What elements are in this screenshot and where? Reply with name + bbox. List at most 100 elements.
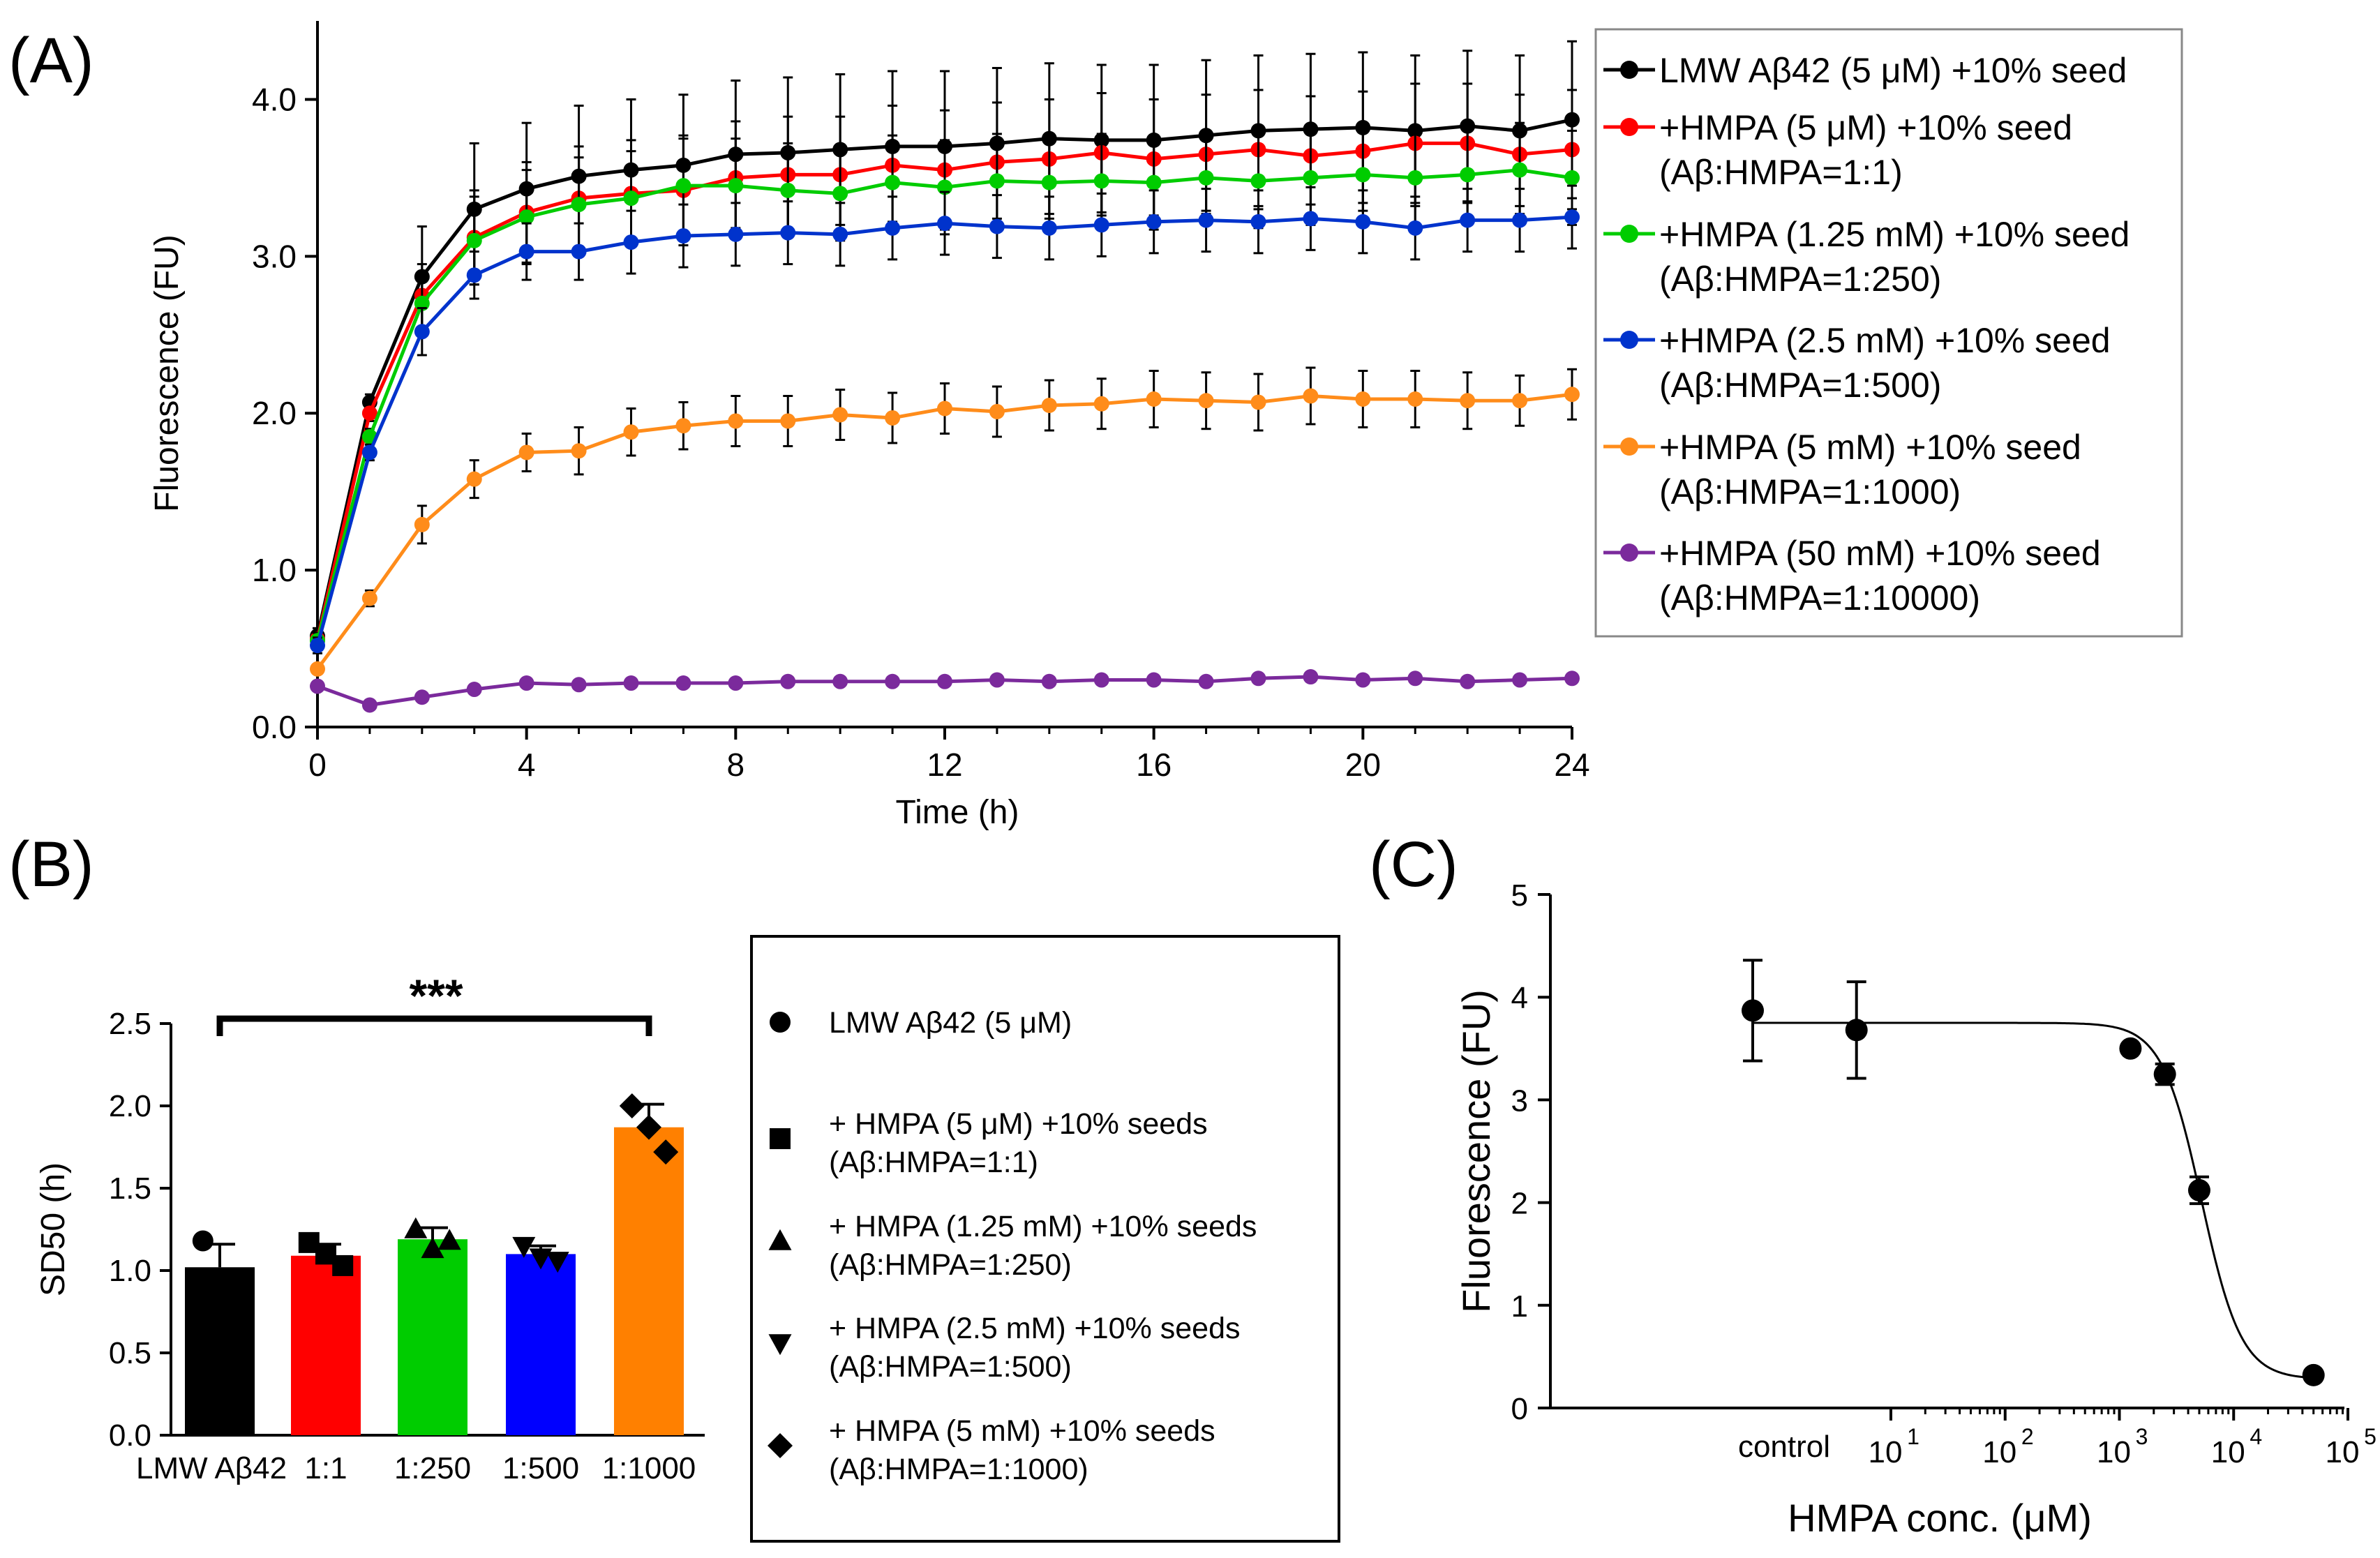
b-data-point <box>512 1236 536 1258</box>
a-data-point <box>361 697 377 713</box>
a-data-point <box>1303 388 1319 404</box>
a-data-point <box>310 638 325 654</box>
a-y-tick-label: 3.0 <box>252 238 297 274</box>
a-y-tick-label: 1.0 <box>252 552 297 588</box>
a-data-point <box>1564 387 1580 403</box>
b-data-point <box>653 1139 679 1165</box>
a-legend-label: +HMPA (5 μM) +10% seed <box>1659 108 2072 147</box>
a-data-point <box>832 226 848 242</box>
a-x-tick-label: 24 <box>1554 747 1589 783</box>
b-bar <box>614 1127 684 1435</box>
a-data-point <box>937 673 952 689</box>
a-data-point <box>361 590 377 606</box>
c-y-tick-label: 1 <box>1511 1289 1528 1324</box>
a-x-tick-label: 20 <box>1345 747 1381 783</box>
a-data-point <box>571 677 587 693</box>
b-data-point <box>619 1093 645 1118</box>
c-data-point <box>1845 1019 1868 1042</box>
a-data-point <box>989 672 1005 688</box>
a-legend-entry: +HMPA (50 mM) +10% seed (Aβ:HMPA=1:10000) <box>1603 534 2101 617</box>
c-x-tick-exp: 3 <box>2136 1424 2148 1449</box>
a-legend-label: +HMPA (5 mM) +10% seed <box>1659 428 2081 467</box>
a-data-point <box>1355 672 1371 688</box>
a-legend-label-2: (Aβ:HMPA=1:1) <box>1659 153 1903 192</box>
a-legend-label: +HMPA (2.5 mM) +10% seed <box>1659 321 2111 360</box>
a-data-point <box>466 267 482 283</box>
c-x-tick-base: 10 <box>2211 1435 2245 1469</box>
b-data-point <box>437 1229 461 1250</box>
a-data-point <box>1041 174 1057 190</box>
a-data-point <box>571 443 587 459</box>
a-series-5 <box>310 669 1580 713</box>
c-x-tick-label-group: 10 2 <box>1982 1424 2033 1469</box>
a-data-point <box>728 413 744 429</box>
c-point-group <box>1845 980 1868 1080</box>
c-x-axis-label: HMPA conc. (μM) <box>1788 1496 2092 1540</box>
a-legend-label-2: (Aβ:HMPA=1:1000) <box>1659 472 1961 511</box>
b-legend: LMW Aβ42 (5 μM) + HMPA (5 μM) +10% seeds (… <box>768 1006 1257 1486</box>
a-data-point <box>1146 174 1162 190</box>
a-data-point <box>1093 672 1109 688</box>
c-point-group <box>2302 1363 2325 1386</box>
a-data-point <box>623 675 639 691</box>
a-data-point <box>989 218 1005 234</box>
a-data-point <box>518 209 534 225</box>
a-data-point <box>414 689 430 705</box>
b-y-axis-label: SD50 (h) <box>35 1162 72 1296</box>
c-y-tick-label: 4 <box>1511 981 1528 1015</box>
a-data-point <box>1407 671 1423 687</box>
b-significance-stars: *** <box>409 970 463 1021</box>
a-data-point <box>885 174 901 190</box>
a-data-point <box>1407 391 1423 407</box>
a-data-point <box>728 178 744 194</box>
c-x-tick-label-group: 10 3 <box>2097 1424 2148 1469</box>
b-category-label: 1:250 <box>394 1451 471 1485</box>
a-y-tick-label: 0.0 <box>252 709 297 745</box>
a-data-point <box>1198 170 1214 186</box>
b-legend-label-2: (Aβ:HMPA=1:250) <box>829 1248 1072 1282</box>
a-x-ticks: 0 4 8 12 16 20 24 <box>308 727 1590 783</box>
c-x-tick-exp: 2 <box>2021 1424 2034 1449</box>
c-y-tick-label: 5 <box>1511 878 1528 913</box>
a-data-point <box>623 424 639 440</box>
b-data-point <box>546 1252 569 1273</box>
a-legend-label-2: (Aβ:HMPA=1:10000) <box>1659 578 1980 617</box>
a-data-point <box>1564 170 1580 186</box>
b-y-tick-label: 2.0 <box>109 1089 151 1123</box>
a-data-point <box>885 410 901 426</box>
a-data-point <box>414 324 430 340</box>
c-x-tick-base: 10 <box>1869 1435 1903 1469</box>
b-y-tick-label: 0.0 <box>109 1418 151 1453</box>
b-y-tick-label: 2.5 <box>109 1007 151 1041</box>
a-x-axis-label: Time (h) <box>896 794 1019 831</box>
a-data-point <box>414 516 430 532</box>
b-bar <box>291 1255 361 1435</box>
a-series-layer <box>310 40 1580 713</box>
a-legend-label: +HMPA (1.25 mM) +10% seed <box>1659 215 2130 254</box>
c-points <box>1742 959 2325 1386</box>
a-data-point <box>780 673 796 689</box>
b-legend-entry: + HMPA (1.25 mM) +10% seeds (Aβ:HMPA=1:25… <box>768 1210 1257 1282</box>
a-y-ticks: 0.0 1.0 2.0 3.0 4.0 <box>252 81 317 745</box>
a-data-point <box>1355 214 1371 230</box>
a-series-line <box>315 392 1573 671</box>
c-y-tick-label: 2 <box>1511 1187 1528 1221</box>
b-legend-marker <box>770 1128 791 1149</box>
b-legend-marker <box>768 1334 792 1356</box>
c-data-point <box>2187 1178 2210 1201</box>
b-data-point <box>192 1230 214 1252</box>
a-data-point <box>1564 209 1580 225</box>
panel-label-a: (A) <box>8 25 94 96</box>
a-legend-label: LMW Aβ42 (5 μM) +10% seed <box>1659 51 2127 90</box>
a-legend-marker <box>1620 437 1638 456</box>
panel-label-b: (B) <box>8 829 94 900</box>
a-legend-marker <box>1620 118 1638 136</box>
a-x-tick-label: 0 <box>308 747 327 783</box>
a-data-point <box>832 407 848 423</box>
a-data-point <box>1460 167 1476 183</box>
b-bar-group: LMW Aβ42 <box>136 1230 287 1485</box>
b-y-ticks: 0.0 0.5 1.0 1.5 2.0 2.5 <box>109 1007 171 1453</box>
c-x-tick-label-group: 10 1 <box>1869 1424 1919 1469</box>
b-data-point <box>529 1248 553 1270</box>
